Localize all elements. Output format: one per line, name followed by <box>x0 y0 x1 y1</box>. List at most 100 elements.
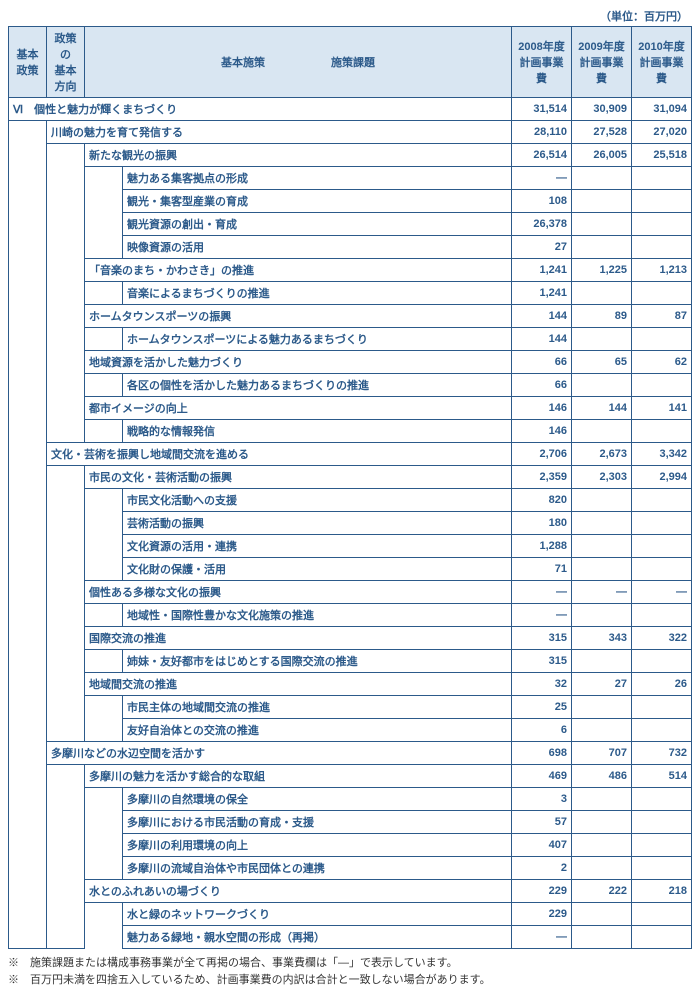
budget-table: 基本政策 政策の 基本方向 基本施策 施策課題 2008年度 計画事業費 200… <box>8 26 692 949</box>
table-row: ホームタウンスポーツによる魅力あるまちづくり144 <box>9 328 692 351</box>
value-cell: 87 <box>632 305 692 328</box>
table-row: 地域間交流の推進322726 <box>9 673 692 696</box>
value-cell: 26,378 <box>512 213 572 236</box>
value-cell <box>572 903 632 926</box>
indent-cell <box>47 650 85 673</box>
footnotes: ※ 施策課題または構成事務事業が全て再掲の場合、事業費欄は「—」で表示しています… <box>8 955 692 988</box>
value-cell <box>572 489 632 512</box>
value-cell <box>572 558 632 581</box>
value-cell: — <box>512 926 572 949</box>
value-cell: 66 <box>512 374 572 397</box>
value-cell: 343 <box>572 627 632 650</box>
value-cell: 57 <box>512 811 572 834</box>
value-cell: 732 <box>632 742 692 765</box>
indent-cell <box>47 926 85 949</box>
value-cell <box>632 535 692 558</box>
value-cell: 2,359 <box>512 466 572 489</box>
direction-label: 多摩川などの水辺空間を活かす <box>47 742 512 765</box>
value-cell: 144 <box>572 397 632 420</box>
value-cell <box>632 926 692 949</box>
table-row: 地域資源を活かした魅力づくり666562 <box>9 351 692 374</box>
indent-cell <box>47 581 85 604</box>
table-row: 市民の文化・芸術活動の振興2,3592,3032,994 <box>9 466 692 489</box>
indent-cell <box>85 236 123 259</box>
value-cell <box>572 328 632 351</box>
value-cell: 108 <box>512 190 572 213</box>
header-2009: 2009年度 計画事業費 <box>572 27 632 98</box>
value-cell <box>632 420 692 443</box>
item-label: 地域性・国際性豊かな文化施策の推進 <box>123 604 512 627</box>
item-label: 水と緑のネットワークづくり <box>123 903 512 926</box>
indent-cell <box>47 558 85 581</box>
item-label: 戦略的な情報発信 <box>123 420 512 443</box>
value-cell <box>632 374 692 397</box>
indent-cell <box>85 213 123 236</box>
item-label: 魅力ある集客拠点の形成 <box>123 167 512 190</box>
indent-cell <box>47 719 85 742</box>
value-cell: 89 <box>572 305 632 328</box>
value-cell <box>572 282 632 305</box>
value-cell: 32 <box>512 673 572 696</box>
value-cell: 26,514 <box>512 144 572 167</box>
table-row: 多摩川などの水辺空間を活かす698707732 <box>9 742 692 765</box>
table-row: 姉妹・友好都市をはじめとする国際交流の推進315 <box>9 650 692 673</box>
indent-cell <box>47 144 85 167</box>
value-cell: 141 <box>632 397 692 420</box>
value-cell <box>572 834 632 857</box>
table-row: 地域性・国際性豊かな文化施策の推進— <box>9 604 692 627</box>
indent-cell <box>85 719 123 742</box>
value-cell <box>572 926 632 949</box>
indent-cell <box>85 535 123 558</box>
table-row: 新たな観光の振興26,51426,00525,518 <box>9 144 692 167</box>
value-cell: 1,225 <box>572 259 632 282</box>
value-cell: 71 <box>512 558 572 581</box>
table-row: ホームタウンスポーツの振興1448987 <box>9 305 692 328</box>
item-label: 観光資源の創出・育成 <box>123 213 512 236</box>
indent-cell <box>85 834 123 857</box>
measure-label: 国際交流の推進 <box>85 627 512 650</box>
table-row: 芸術活動の振興180 <box>9 512 692 535</box>
value-cell <box>572 650 632 673</box>
policy-cell <box>9 121 47 949</box>
value-cell <box>632 811 692 834</box>
indent-cell <box>47 673 85 696</box>
value-cell <box>632 489 692 512</box>
table-row: 多摩川の流域自治体や市民団体との連携2 <box>9 857 692 880</box>
indent-cell <box>85 374 123 397</box>
table-row: 市民文化活動への支援820 <box>9 489 692 512</box>
table-row: 「音楽のまち・かわさき」の推進1,2411,2251,213 <box>9 259 692 282</box>
indent-cell <box>85 489 123 512</box>
value-cell: 3,342 <box>632 443 692 466</box>
value-cell: 322 <box>632 627 692 650</box>
table-row: 戦略的な情報発信146 <box>9 420 692 443</box>
table-row: 魅力ある緑地・親水空間の形成（再掲）— <box>9 926 692 949</box>
value-cell: — <box>512 604 572 627</box>
indent-cell <box>47 512 85 535</box>
table-row: 観光・集客型産業の育成108 <box>9 190 692 213</box>
value-cell: 820 <box>512 489 572 512</box>
table-row: 個性ある多様な文化の振興——— <box>9 581 692 604</box>
value-cell <box>632 857 692 880</box>
indent-cell <box>47 328 85 351</box>
value-cell <box>572 236 632 259</box>
indent-cell <box>47 604 85 627</box>
footnote-2: ※ 百万円未満を四捨五入しているため、計画事業費の内訳は合計と一致しない場合があ… <box>8 972 692 989</box>
indent-cell <box>85 788 123 811</box>
indent-cell <box>47 811 85 834</box>
value-cell <box>572 167 632 190</box>
value-cell <box>572 213 632 236</box>
table-row: 観光資源の創出・育成26,378 <box>9 213 692 236</box>
value-cell: — <box>572 581 632 604</box>
measure-label: 「音楽のまち・かわさき」の推進 <box>85 259 512 282</box>
value-cell <box>572 696 632 719</box>
indent-cell <box>85 857 123 880</box>
indent-cell <box>47 788 85 811</box>
indent-cell <box>47 236 85 259</box>
item-label: 各区の個性を活かした魅力あるまちづくりの推進 <box>123 374 512 397</box>
value-cell: 698 <box>512 742 572 765</box>
indent-cell <box>47 857 85 880</box>
value-cell: 1,241 <box>512 282 572 305</box>
main-policy-row: Ⅵ 個性と魅力が輝くまちづくり 31,514 30,909 31,094 <box>9 98 692 121</box>
indent-cell <box>47 834 85 857</box>
value-cell: 66 <box>512 351 572 374</box>
